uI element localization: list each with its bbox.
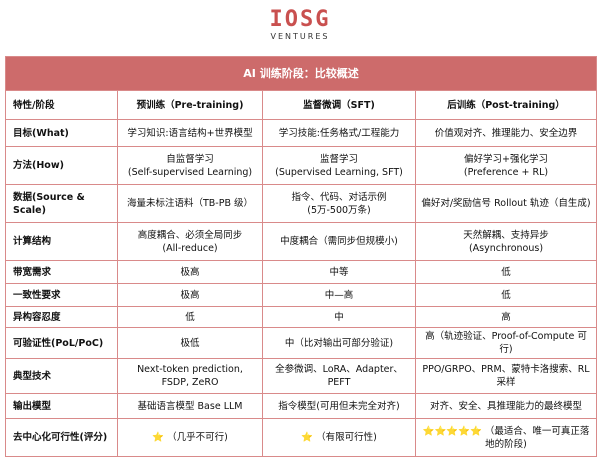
table-row: 数据(Source & Scale) 海量未标注语料（TB-PB 级） 指令、代码、… xyxy=(5,184,597,223)
table-cell: 极高 xyxy=(117,283,263,307)
table-cell: 极高 xyxy=(117,260,263,284)
table-cell: 低 xyxy=(117,306,263,328)
table-cell: 高（轨迹验证、Proof-of-Compute 可行) xyxy=(415,327,597,359)
table-cell: 偏好学习+强化学习 (Preference + RL) xyxy=(415,146,597,185)
table-cell: 指令模型(可用但未完全对齐) xyxy=(262,393,416,419)
star-icon: ⭐ xyxy=(301,432,314,443)
table-cell: 天然解耦、支持异步 (Asynchronous) xyxy=(415,222,597,261)
row-label: 可验证性(PoL/PoC) xyxy=(5,327,118,359)
header-cell: 后训练（Post-training） xyxy=(415,90,597,120)
table-cell: 低 xyxy=(415,260,597,284)
table-cell: Next-token prediction, FSDP, ZeRO xyxy=(117,358,263,394)
table-cell: 全参微调、LoRA、Adapter、PEFT xyxy=(262,358,416,394)
row-label: 计算结构 xyxy=(5,222,118,261)
table-cell: 中—高 xyxy=(262,283,416,307)
table-cell: 学习技能:任务格式/工程能力 xyxy=(262,119,416,147)
table-cell: 对齐、安全、具推理能力的最终模型 xyxy=(415,393,597,419)
table-cell: PPO/GRPO、PRM、蒙特卡洛搜索、RL 采样 xyxy=(415,358,597,394)
iosg-logo: IOSG VENTURES xyxy=(0,8,600,42)
row-label: 带宽需求 xyxy=(5,260,118,284)
table-cell: 自监督学习 (Self-supervised Learning) xyxy=(117,146,263,185)
table-cell: 中（比对输出可部分验证) xyxy=(262,327,416,359)
table-cell: 监督学习 (Supervised Learning, SFT) xyxy=(262,146,416,185)
table-cell: 海量未标注语料（TB-PB 级） xyxy=(117,184,263,223)
logo-mark: IOSG xyxy=(269,7,331,32)
table-cell: 中度耦合（需同步但规模小) xyxy=(262,222,416,261)
table-cell: 低 xyxy=(415,283,597,307)
table-row: 输出模型 基础语言模型 Base LLM 指令模型(可用但未完全对齐) 对齐、安全、具… xyxy=(5,393,597,419)
comparison-table: AI 训练阶段：比较概述 特性/阶段 预训练（Pre-training) 监督微… xyxy=(5,56,597,457)
table-cell: 学习知识:语言结构+世界模型 xyxy=(117,119,263,147)
row-label: 数据(Source & Scale) xyxy=(5,184,118,223)
table-row: 典型技术 Next-token prediction, FSDP, ZeRO 全参微… xyxy=(5,358,597,394)
table-cell: 偏好对/奖励信号 Rollout 轨迹（自生成) xyxy=(415,184,597,223)
table-row: 方法(How) 自监督学习 (Self-supervised Learning) 监… xyxy=(5,146,597,185)
rating-row: 去中心化可行性(评分) ⭐ （几乎不可行) ⭐ （有限可行性) ⭐⭐⭐⭐⭐ （最… xyxy=(5,418,597,457)
table-cell: 价值观对齐、推理能力、安全边界 xyxy=(415,119,597,147)
table-row: 一致性要求 极高 中—高低 xyxy=(5,283,597,307)
logo-subtitle: VENTURES xyxy=(270,32,330,41)
table-cell: 指令、代码、对话示例 (5万-500万条) xyxy=(262,184,416,223)
table-cell: 基础语言模型 Base LLM xyxy=(117,393,263,419)
row-label: 方法(How) xyxy=(5,146,118,185)
row-label: 异构容忍度 xyxy=(5,306,118,328)
header-row: 特性/阶段 预训练（Pre-training) 监督微调（SFT) 后训练（Po… xyxy=(5,90,597,120)
table-cell: 高度耦合、必须全局同步 (All-reduce) xyxy=(117,222,263,261)
table-cell: 高 xyxy=(415,306,597,328)
table-cell: 中 xyxy=(262,306,416,328)
rating-cell: ⭐ （几乎不可行) xyxy=(117,418,263,457)
rating-text: （最适合、唯一可真正落地的阶段) xyxy=(484,425,590,450)
table-row: 带宽需求 极高 中等低 xyxy=(5,260,597,284)
star-icon: ⭐ xyxy=(152,432,165,443)
star-icon: ⭐⭐⭐⭐⭐ xyxy=(422,425,482,437)
table-cell: 极低 xyxy=(117,327,263,359)
rating-cell: ⭐ （有限可行性) xyxy=(262,418,416,457)
table-row: 异构容忍度低中高 xyxy=(5,306,597,328)
table-row: 可验证性(PoL/PoC) 极低 中（比对输出可部分验证) 高（轨迹验证、Proof-… xyxy=(5,327,597,359)
rating-text: （几乎不可行) xyxy=(167,432,228,443)
header-cell: 监督微调（SFT) xyxy=(262,90,416,120)
table-title: AI 训练阶段：比较概述 xyxy=(5,56,597,91)
header-cell: 预训练（Pre-training) xyxy=(117,90,263,120)
row-label: 输出模型 xyxy=(5,393,118,419)
rating-cell: ⭐⭐⭐⭐⭐ （最适合、唯一可真正落地的阶段) xyxy=(415,418,597,457)
header-cell: 特性/阶段 xyxy=(5,90,118,120)
row-label: 一致性要求 xyxy=(5,283,118,307)
row-label: 目标(What) xyxy=(5,119,118,147)
rating-text: （有限可行性) xyxy=(316,432,377,443)
table-row: 目标(What) 学习知识:语言结构+世界模型 学习技能:任务格式/工程能力 价值观对… xyxy=(5,119,597,147)
table-cell: 中等 xyxy=(262,260,416,284)
table-row: 计算结构 高度耦合、必须全局同步 (All-reduce) 中度耦合（需同步但规模小… xyxy=(5,222,597,261)
row-label: 典型技术 xyxy=(5,358,118,394)
row-label: 去中心化可行性(评分) xyxy=(5,418,118,457)
